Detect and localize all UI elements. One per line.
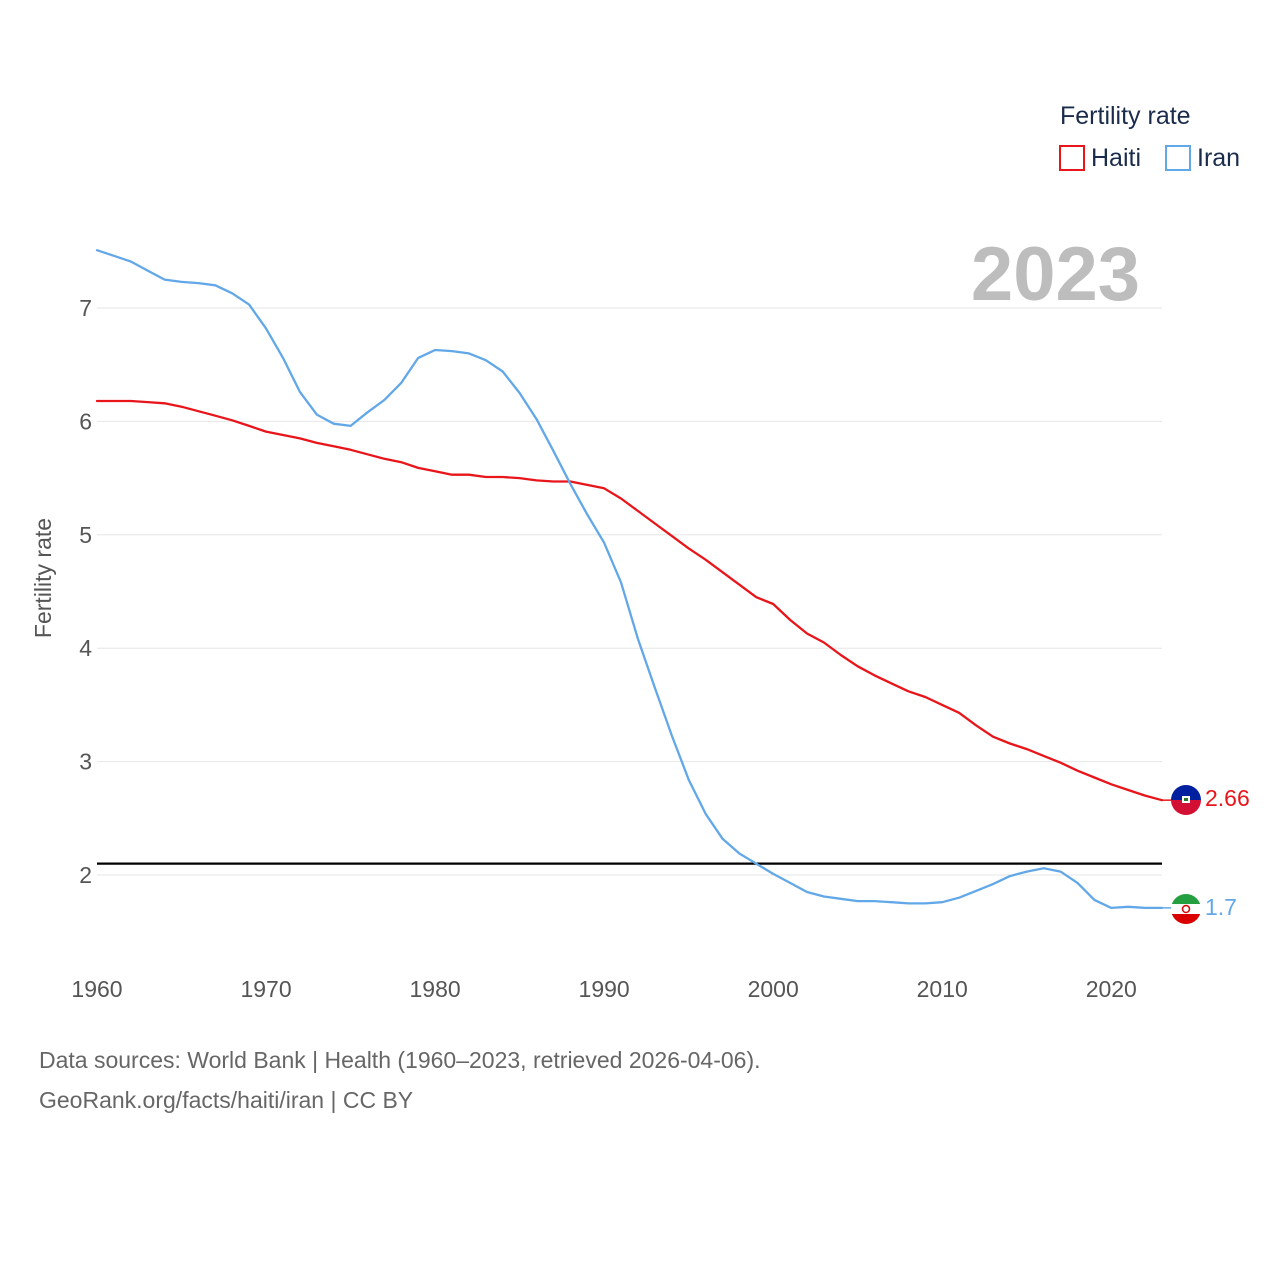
series-line-haiti[interactable] xyxy=(95,399,1164,802)
y-tick-label: 7 xyxy=(79,295,92,321)
x-tick-label: 2010 xyxy=(917,976,968,1002)
legend-item-iran[interactable]: Iran xyxy=(1165,144,1240,172)
y-tick-label: 3 xyxy=(79,749,92,775)
source-line-2: GeoRank.org/facts/haiti/iran | CC BY xyxy=(39,1087,413,1113)
x-tick-label: 1960 xyxy=(71,976,122,1002)
end-label-haiti: 2.66 xyxy=(1205,785,1250,811)
x-tick-label: 1980 xyxy=(410,976,461,1002)
legend-label-haiti: Haiti xyxy=(1091,144,1141,172)
haiti-flag-icon xyxy=(1171,785,1201,815)
x-tick-label: 2000 xyxy=(748,976,799,1002)
x-tick-label: 1970 xyxy=(240,976,291,1002)
y-axis-ticks: 2 3 4 5 6 7 xyxy=(79,295,92,888)
end-label-iran: 1.7 xyxy=(1205,894,1237,920)
y-tick-label: 5 xyxy=(79,522,92,548)
legend-title: Fertility rate xyxy=(1060,102,1191,130)
x-tick-label: 1990 xyxy=(579,976,630,1002)
iran-flag-icon xyxy=(1171,894,1201,924)
legend-swatch-haiti[interactable] xyxy=(1059,145,1085,171)
legend-swatch-iran[interactable] xyxy=(1165,145,1191,171)
series-lines xyxy=(95,249,1172,910)
series-line-iran[interactable] xyxy=(95,249,1164,910)
y-tick-label: 4 xyxy=(79,635,92,661)
x-axis-ticks: 1960 1970 1980 1990 2000 2010 2020 xyxy=(71,976,1136,1002)
y-axis-label: Fertility rate xyxy=(30,518,56,638)
year-watermark: 2023 xyxy=(971,232,1140,317)
legend-item-haiti[interactable]: Haiti xyxy=(1059,144,1141,172)
legend-label-iran: Iran xyxy=(1197,144,1240,172)
gridlines xyxy=(97,307,1162,876)
legend: Fertility rate Haiti Iran xyxy=(1059,102,1240,172)
y-tick-label: 2 xyxy=(79,862,92,888)
source-line-1: Data sources: World Bank | Health (1960–… xyxy=(39,1047,761,1073)
x-tick-label: 2020 xyxy=(1086,976,1137,1002)
y-tick-label: 6 xyxy=(79,408,92,434)
